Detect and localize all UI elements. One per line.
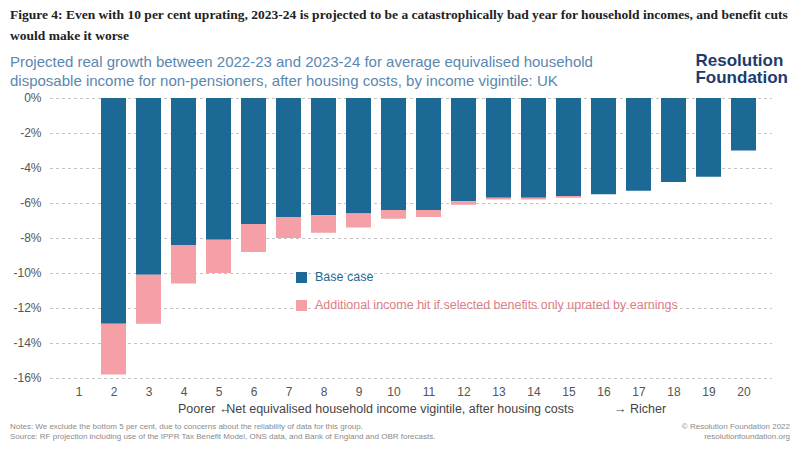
svg-text:0%: 0%: [24, 91, 42, 105]
html-text:Source: RF projection includin: Source: RF projection including use of t…: [10, 432, 436, 441]
svg-text:15: 15: [562, 385, 576, 399]
svg-text:11: 11: [423, 385, 436, 399]
svg-text:10: 10: [387, 385, 401, 399]
svg-text:3: 3: [146, 385, 153, 399]
svg-text:20: 20: [737, 385, 751, 399]
svg-text:-4%: -4%: [20, 161, 42, 175]
svg-text:14: 14: [527, 385, 541, 399]
svg-text:-14%: -14%: [13, 336, 41, 350]
svg-text:12: 12: [457, 385, 471, 399]
svg-text:6: 6: [251, 385, 258, 399]
svg-text:-2%: -2%: [20, 126, 42, 140]
svg-text:8: 8: [321, 385, 328, 399]
html-text:Base case: Base case: [315, 270, 374, 284]
svg-text:9: 9: [356, 385, 363, 399]
svg-text:-8%: -8%: [20, 231, 42, 245]
html-text:Additional income hit if selec: Additional income hit if selected benefi…: [315, 298, 678, 312]
html-text:→ Richer: → Richer: [614, 402, 667, 416]
svg-text:7: 7: [286, 385, 293, 399]
svg-text:19: 19: [702, 385, 716, 399]
svg-text:-10%: -10%: [13, 266, 41, 280]
html-text:Poorer ←: Poorer ←: [178, 402, 232, 416]
html-text:resolutionfoundation.org: resolutionfoundation.org: [704, 432, 790, 441]
svg-text:-12%: -12%: [13, 301, 41, 315]
svg-text:1: 1: [76, 385, 83, 399]
svg-text:4: 4: [181, 385, 188, 399]
html-text:Net equivalised household inco: Net equivalised household income viginti…: [226, 402, 574, 416]
html-text:Notes: We exclude the bottom 5: Notes: We exclude the bottom 5 per cent,…: [10, 422, 363, 431]
svg-text:-6%: -6%: [20, 196, 42, 210]
svg-text:18: 18: [667, 385, 681, 399]
svg-text:2: 2: [111, 385, 118, 399]
svg-text:17: 17: [632, 385, 646, 399]
html-text:Foundation: Foundation: [695, 68, 788, 87]
svg-text:-16%: -16%: [13, 371, 41, 385]
svg-text:5: 5: [216, 385, 223, 399]
html-text:© Resolution Foundation 2022: © Resolution Foundation 2022: [681, 422, 790, 431]
html-text:Resolution: Resolution: [695, 51, 784, 70]
html-text:Figure 4: Even with 10 per cen: Figure 4: Even with 10 per cent uprating…: [10, 7, 788, 43]
svg-text:16: 16: [597, 385, 611, 399]
svg-text:13: 13: [492, 385, 506, 399]
html-text:Projected real growth between: Projected real growth between 2022-23 an…: [10, 53, 593, 89]
